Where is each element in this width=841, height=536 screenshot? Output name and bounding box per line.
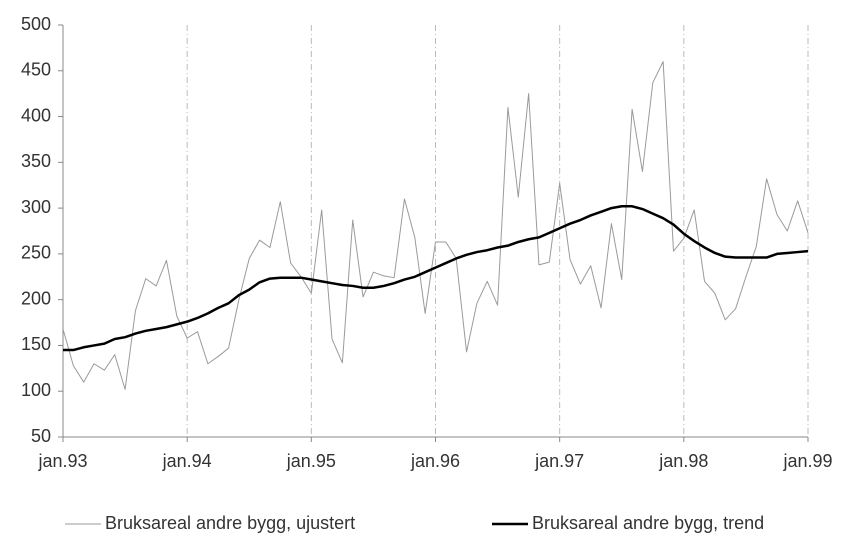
x-tick-label: jan.99 <box>782 451 832 471</box>
x-tick-label: jan.93 <box>37 451 87 471</box>
y-tick-label: 350 <box>21 151 51 171</box>
y-tick-label: 300 <box>21 197 51 217</box>
x-tick-label: jan.95 <box>286 451 336 471</box>
legend-label: Bruksareal andre bygg, ujustert <box>105 513 355 533</box>
y-tick-label: 50 <box>31 426 51 446</box>
x-tick-label: jan.94 <box>162 451 212 471</box>
y-tick-label: 400 <box>21 105 51 125</box>
y-tick-label: 500 <box>21 14 51 34</box>
y-tick-label: 100 <box>21 380 51 400</box>
y-tick-label: 200 <box>21 288 51 308</box>
legend-label: Bruksareal andre bygg, trend <box>532 513 764 533</box>
x-tick-label: jan.98 <box>658 451 708 471</box>
x-tick-label: jan.96 <box>410 451 460 471</box>
x-tick-label: jan.97 <box>534 451 584 471</box>
series-line <box>62 61 809 390</box>
y-tick-label: 150 <box>21 334 51 354</box>
y-tick-label: 450 <box>21 60 51 80</box>
series-line <box>63 205 809 352</box>
y-tick-label: 250 <box>21 243 51 263</box>
